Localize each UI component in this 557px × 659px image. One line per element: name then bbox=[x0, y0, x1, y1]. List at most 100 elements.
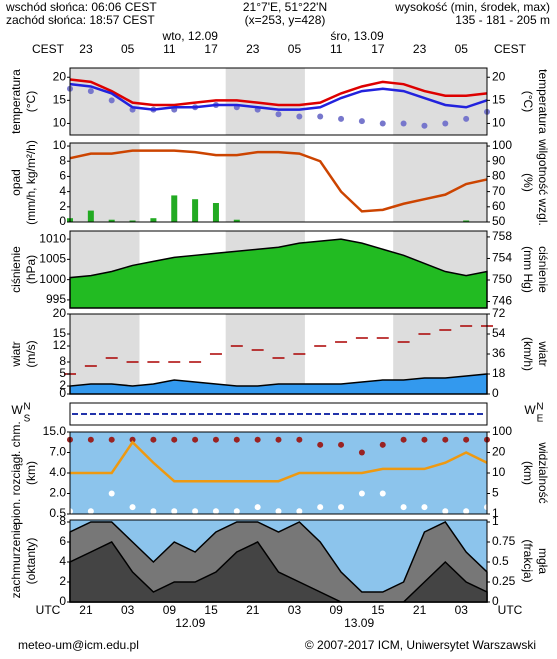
y-tick-label: 2.0 bbox=[49, 486, 66, 500]
utc-hour: 21 bbox=[79, 603, 93, 617]
y2-tick-label: 72 bbox=[492, 306, 506, 320]
panel-frame bbox=[69, 142, 488, 223]
series-line bbox=[69, 78, 488, 107]
series-dot bbox=[400, 504, 407, 511]
series-dot bbox=[296, 436, 303, 443]
y-tick-label: 1005 bbox=[39, 252, 66, 266]
y-tick-label: 10 bbox=[53, 116, 67, 130]
y-tick-label: 2 bbox=[59, 378, 66, 392]
y-tick-label: 4.0 bbox=[49, 465, 66, 479]
day-top: śro, 13.09 bbox=[330, 29, 384, 43]
cest-hour: 11 bbox=[163, 42, 176, 56]
cest-hour: 23 bbox=[413, 42, 427, 56]
y-axis-label: zachmurzenie bbox=[9, 523, 23, 598]
night-band bbox=[225, 314, 305, 394]
y-tick-label: 2 bbox=[59, 199, 66, 213]
series-dot bbox=[358, 118, 365, 125]
compass-w: W bbox=[11, 403, 23, 417]
y-tick-label: 20 bbox=[53, 69, 67, 83]
y-tick-label: 0 bbox=[59, 594, 66, 608]
series-dot bbox=[233, 436, 240, 443]
night-band bbox=[393, 68, 487, 135]
y-axis-label: temperatura bbox=[9, 69, 23, 134]
series-dot bbox=[379, 120, 386, 127]
utc-hour: 03 bbox=[455, 603, 469, 617]
y-tick-label: 10 bbox=[53, 138, 67, 152]
y2-tick-label: 10 bbox=[492, 465, 506, 479]
y2-tick-label: 20 bbox=[492, 69, 506, 83]
precip-bar bbox=[212, 203, 219, 222]
series-dot bbox=[108, 97, 115, 104]
y2-tick-label: 15 bbox=[492, 93, 506, 107]
series-area bbox=[69, 238, 488, 309]
series-dot bbox=[212, 436, 219, 443]
y2-tick-label: 750 bbox=[492, 272, 512, 286]
y2-tick-label: 100 bbox=[492, 424, 512, 438]
cest-hour: 05 bbox=[455, 42, 469, 56]
y-tick-label: 4 bbox=[59, 554, 66, 568]
y2-axis-label: (%) bbox=[521, 173, 535, 192]
y-tick-label: 0 bbox=[59, 386, 66, 400]
tz-bottom-left: UTC bbox=[36, 603, 61, 617]
series-dot bbox=[171, 436, 178, 443]
precip-bar bbox=[233, 219, 240, 222]
series-dot bbox=[129, 504, 136, 511]
y-tick-label: 2 bbox=[59, 574, 66, 588]
sunrise: wschód słońca: 06:06 CEST bbox=[5, 0, 157, 14]
footer-email: meteo-um@icm.edu.pl bbox=[18, 638, 139, 652]
y-axis-label: (°C) bbox=[24, 91, 38, 112]
series-dot bbox=[108, 436, 115, 443]
series-dot bbox=[108, 490, 115, 497]
panel-frame bbox=[69, 519, 488, 603]
series-dot bbox=[212, 508, 219, 515]
precip-bar bbox=[150, 218, 157, 222]
series-dot bbox=[338, 504, 345, 511]
utc-hour: 21 bbox=[246, 603, 260, 617]
y-tick-label: 15 bbox=[53, 93, 67, 107]
grid-point: (x=253, y=428) bbox=[245, 13, 326, 27]
series-dot bbox=[275, 508, 282, 515]
y-tick-label: 15.0 bbox=[43, 424, 67, 438]
cest-hour: 05 bbox=[288, 42, 302, 56]
y2-axis-label: (frakcja) bbox=[521, 539, 535, 582]
series-dot bbox=[296, 508, 303, 515]
y2-tick-label: 0.25 bbox=[492, 574, 516, 588]
series-dot bbox=[379, 441, 386, 448]
series-dot bbox=[338, 115, 345, 122]
series-dot bbox=[317, 504, 324, 511]
night-band bbox=[225, 143, 305, 222]
series-dot bbox=[421, 436, 428, 443]
coords: 21°7'E, 51°22'N bbox=[243, 0, 327, 14]
y-tick-label: 1010 bbox=[39, 231, 66, 245]
series-dot bbox=[275, 111, 282, 118]
y2-tick-label: 5 bbox=[492, 486, 499, 500]
series-dot bbox=[87, 436, 94, 443]
precip-bar bbox=[129, 220, 136, 222]
y2-tick-label: 754 bbox=[492, 251, 512, 265]
footer-copyright: © 2007-2017 ICM, Uniwersytet Warszawski bbox=[305, 638, 536, 652]
cest-hour: 23 bbox=[246, 42, 260, 56]
day-top: wto, 12.09 bbox=[162, 29, 219, 43]
cest-hour: 11 bbox=[330, 42, 343, 56]
day-bottom: 12.09 bbox=[175, 616, 205, 630]
series-dot bbox=[254, 436, 261, 443]
y-tick-label: 5 bbox=[59, 366, 66, 380]
y-tick-label: 6 bbox=[59, 169, 66, 183]
series-dot bbox=[192, 508, 199, 515]
series-dot bbox=[358, 449, 365, 456]
y-tick-label: 8 bbox=[59, 354, 66, 368]
precip-bar bbox=[87, 210, 94, 222]
tz-top-left: CEST bbox=[32, 42, 65, 56]
y-tick-label: 8 bbox=[59, 514, 66, 528]
series-dot bbox=[317, 441, 324, 448]
y2-axis-label: ciśnienie bbox=[536, 246, 550, 293]
day-bottom: 13.09 bbox=[344, 616, 374, 630]
series-dot bbox=[421, 122, 428, 129]
height-values: 135 - 181 - 205 m bbox=[455, 13, 550, 27]
series-line bbox=[69, 82, 488, 111]
y-tick-label: 6 bbox=[59, 534, 66, 548]
cest-hour: 17 bbox=[371, 42, 385, 56]
height-title: wysokość (min, środek, max) bbox=[394, 0, 550, 14]
y2-tick-label: 50 bbox=[492, 214, 506, 228]
series-dot bbox=[150, 508, 157, 515]
